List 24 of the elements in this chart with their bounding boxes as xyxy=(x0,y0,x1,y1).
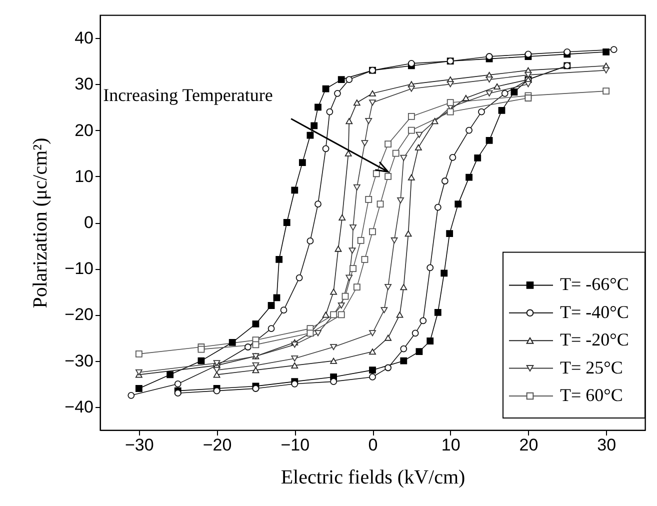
legend-label: T= 25°C xyxy=(560,357,623,378)
x-tick-label: −30 xyxy=(125,436,154,454)
x-tick-label: 20 xyxy=(519,436,538,454)
x-tick-label: −20 xyxy=(202,436,232,454)
y-tick-label: −20 xyxy=(64,305,94,324)
x-axis-title: Electric fields (kV/cm) xyxy=(280,466,466,488)
x-tick-label: −10 xyxy=(280,436,310,454)
x-tick-label: 0 xyxy=(368,436,378,454)
y-tick-label: −40 xyxy=(64,397,94,416)
y-tick-label: 30 xyxy=(74,74,94,94)
x-tick-label: 10 xyxy=(441,436,460,454)
legend-label: T= 60°C xyxy=(560,385,623,405)
x-tick-label: 30 xyxy=(597,436,616,454)
y-axis-title: Polarization (μc/cm²) xyxy=(30,138,52,308)
legend-label: T= -20°C xyxy=(560,330,629,350)
legend-label: T= -40°C xyxy=(560,302,629,322)
y-tick-label: 0 xyxy=(84,213,94,232)
legend-label: T= -66°C xyxy=(560,274,629,294)
y-tick-label: −10 xyxy=(64,259,94,278)
y-tick-label: 20 xyxy=(74,120,94,140)
y-tick-label: 10 xyxy=(74,166,94,186)
y-tick-label: 40 xyxy=(74,28,94,48)
annotation: Increasing Temperature xyxy=(103,84,273,105)
y-tick-label: −30 xyxy=(64,351,94,370)
